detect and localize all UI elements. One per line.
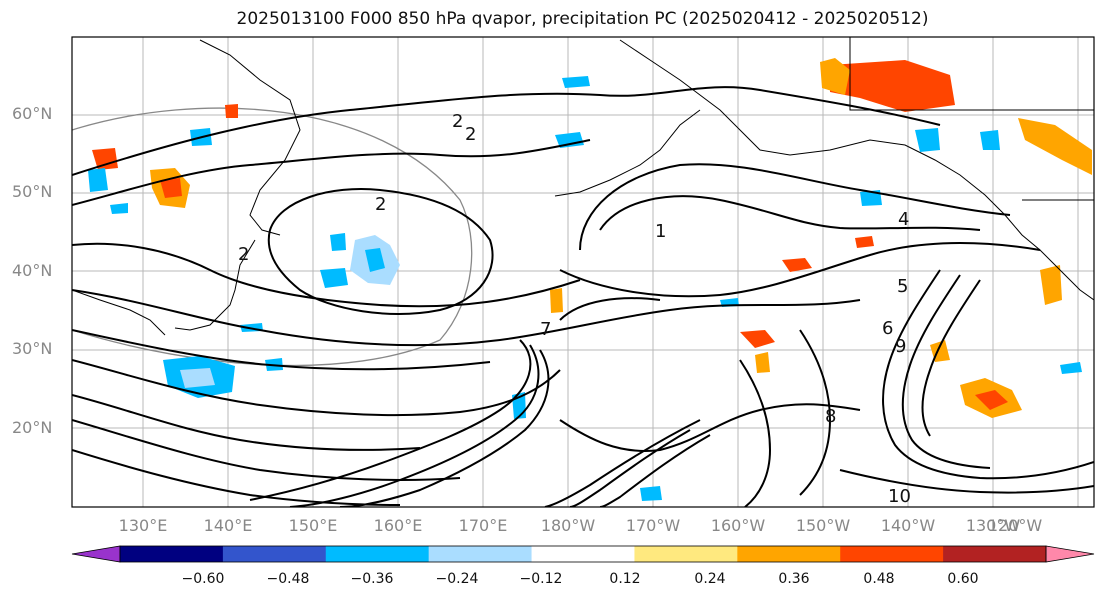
colorbar-tick: −0.60 — [181, 571, 225, 587]
contour-label: 6 — [882, 318, 893, 339]
contour-labels: 2 2 2 1 2 4 5 6 7 8 10 9 — [238, 111, 911, 507]
contour-label: 4 — [898, 209, 909, 230]
colorbar-tick: 0.60 — [947, 571, 979, 587]
lon-label: 170°W — [625, 516, 681, 535]
colorbar-tick: 0.12 — [609, 571, 641, 587]
contour-label: 7 — [540, 319, 551, 340]
colorbar-tick: 0.48 — [863, 571, 895, 587]
colorbar-tick: −0.48 — [266, 571, 310, 587]
lat-label: 20°N — [12, 418, 53, 437]
colorbar-tick: −0.36 — [350, 571, 394, 587]
contour-label: 2 — [375, 194, 386, 215]
map-frame — [71, 36, 1095, 508]
contour-label: 8 — [825, 406, 836, 427]
lon-label: 160°W — [710, 516, 766, 535]
colorbar-tick: −0.12 — [519, 571, 563, 587]
colorbar-tick: 0.24 — [694, 571, 726, 587]
chart-title: 2025013100 F000 850 hPa qvapor, precipit… — [236, 9, 929, 29]
lon-label: 150°W — [795, 516, 851, 535]
lon-label: 180°W — [540, 516, 596, 535]
lat-label: 40°N — [12, 261, 53, 280]
qvapor-contours — [72, 86, 1094, 507]
contour-label: 1 — [655, 221, 666, 242]
colorbar-tick: −0.24 — [435, 571, 479, 587]
gridlines — [72, 37, 1094, 507]
lon-label: 140°W — [880, 516, 936, 535]
lat-label: 60°N — [12, 104, 53, 123]
contour-label: 2 — [452, 111, 463, 132]
coastlines — [72, 37, 1094, 336]
lon-label: 140°E — [203, 516, 253, 535]
lat-label: 30°N — [12, 339, 53, 358]
lon-label: 170°E — [458, 516, 508, 535]
colorbar-tick: 0.36 — [778, 571, 810, 587]
contour-label: 5 — [897, 276, 908, 297]
lon-label: 130°E — [118, 516, 168, 535]
lon-label: 130°W — [965, 516, 1021, 535]
lat-label: 50°N — [12, 182, 53, 201]
contour-label: 9 — [895, 336, 906, 357]
contour-label: 10 — [888, 486, 911, 507]
lon-label: 120°W — [987, 516, 1043, 535]
contour-label: 2 — [465, 124, 476, 145]
lon-label: 150°E — [288, 516, 338, 535]
contour-label: 2 — [238, 244, 249, 265]
lon-label: 160°E — [373, 516, 423, 535]
